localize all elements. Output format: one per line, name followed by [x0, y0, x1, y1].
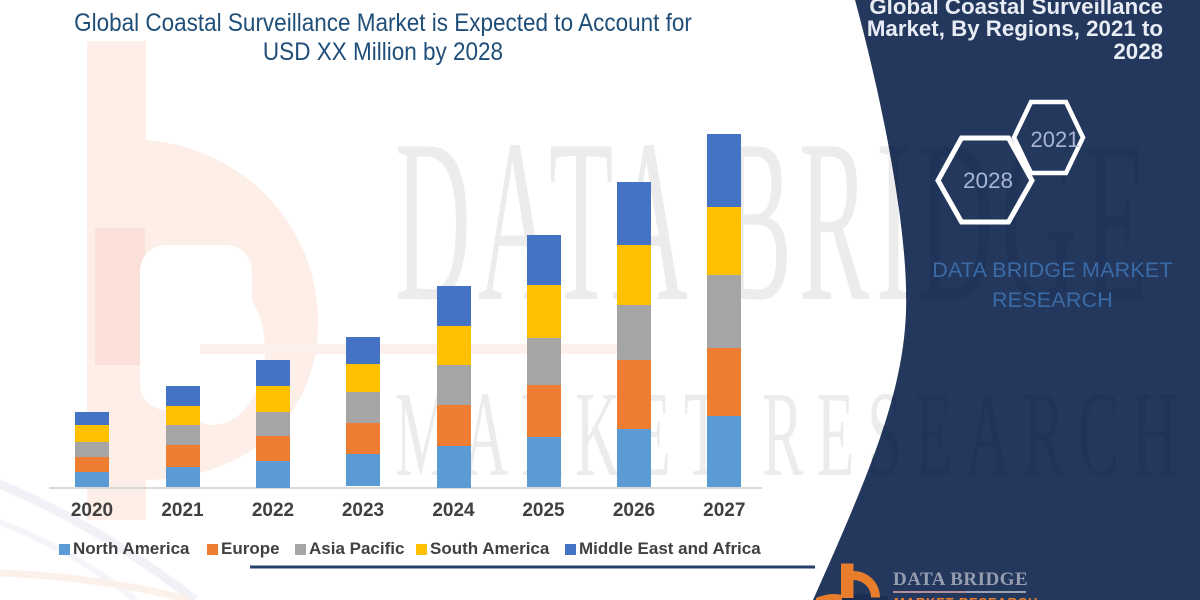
svg-text:2021: 2021: [1031, 127, 1080, 152]
svg-text:2028: 2028: [963, 168, 1013, 193]
